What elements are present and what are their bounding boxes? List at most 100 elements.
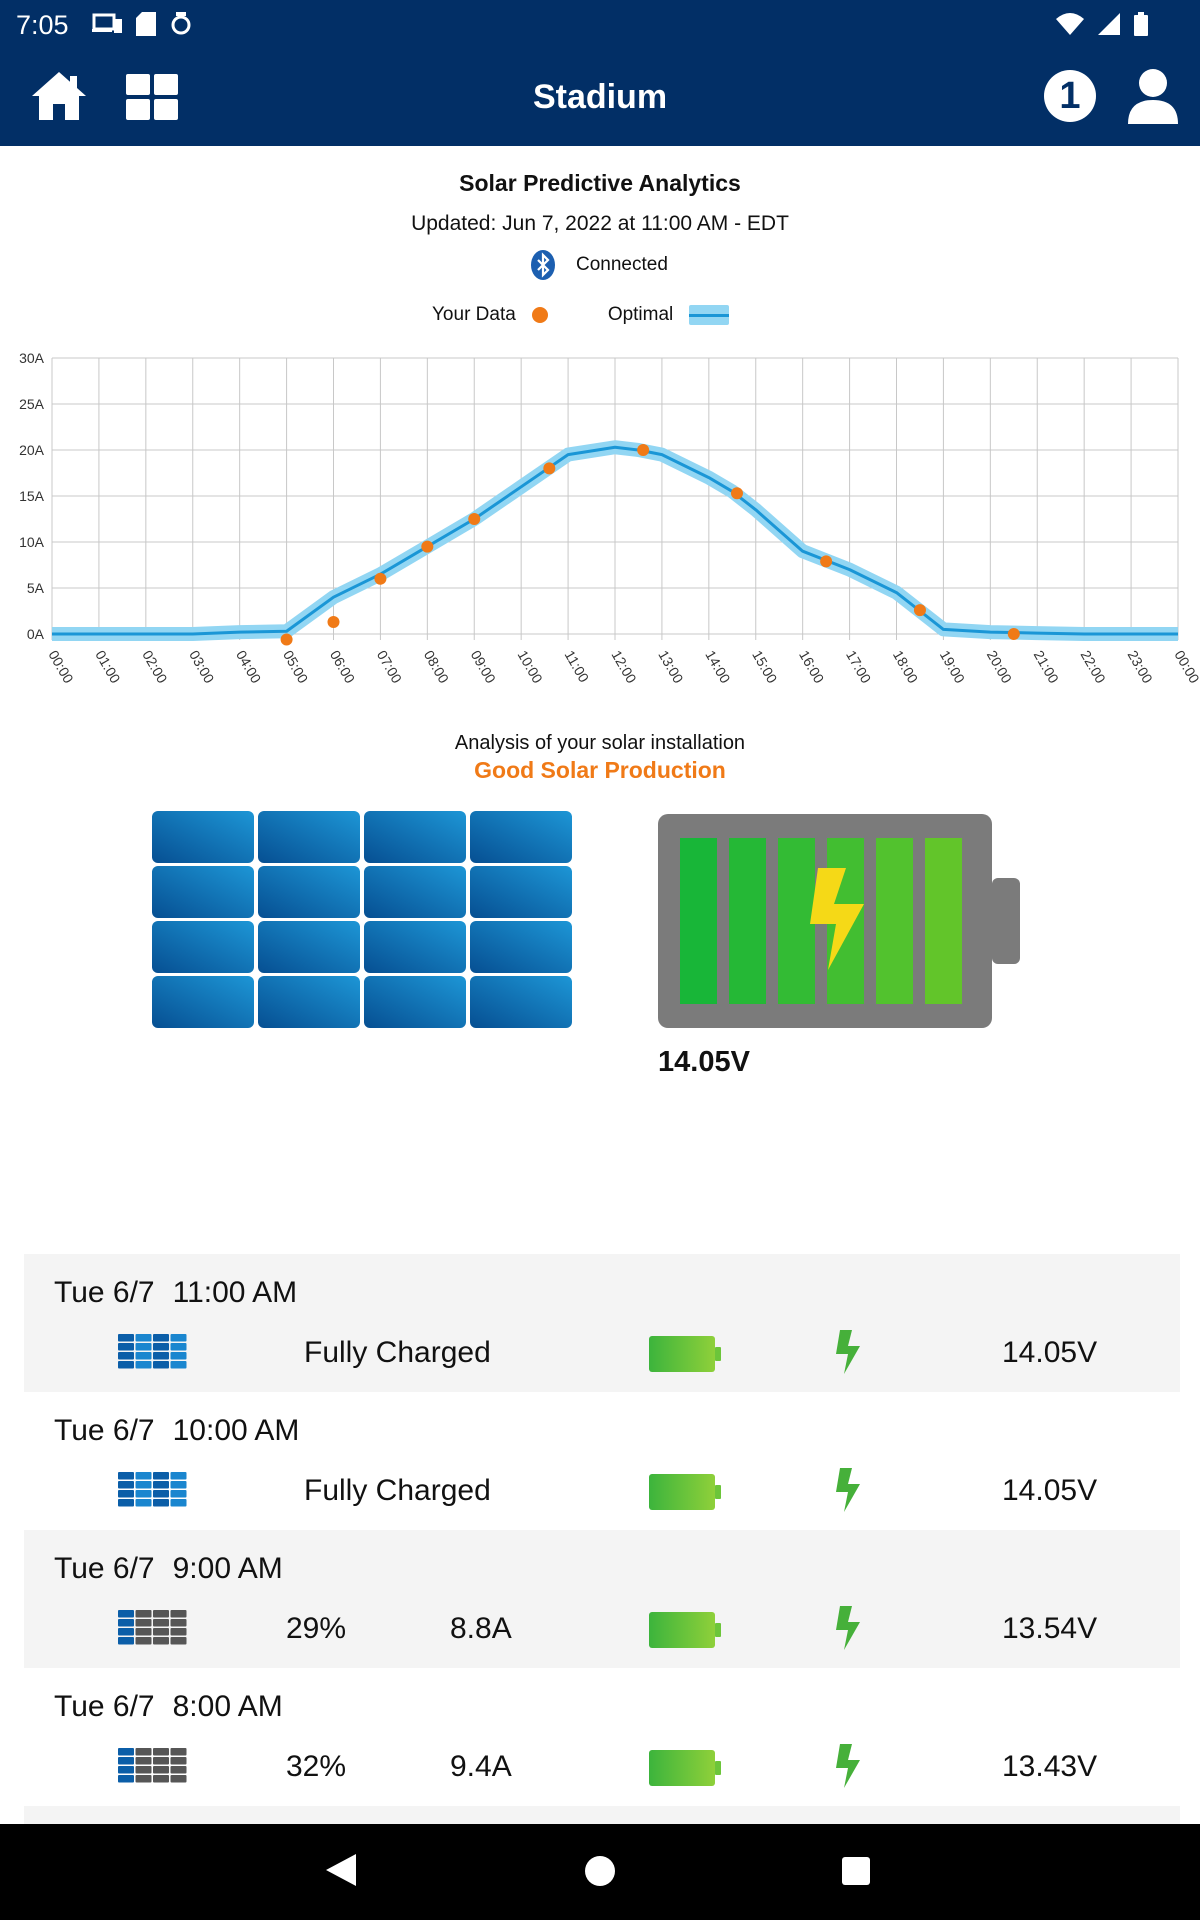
battery-voltage: 14.05V (658, 1046, 750, 1078)
current-amps: 8.8A (450, 1612, 512, 1645)
page-title: Stadium (532, 78, 668, 116)
x-tick-label: 16:00 (796, 648, 827, 687)
app-bar: Stadium 1 (0, 48, 1200, 146)
your-data-point (280, 633, 293, 646)
home-icon[interactable] (30, 70, 88, 122)
panel-cell (152, 976, 254, 1028)
battery-mini-icon (649, 1750, 721, 1786)
panel-cell (470, 921, 572, 973)
log-time: 9:00 AM (172, 1552, 283, 1585)
log-time: 11:00 AM (172, 1276, 298, 1309)
battery-mini-icon (649, 1612, 721, 1648)
log-time: 10:00 AM (172, 1414, 300, 1447)
charging-bolt-icon (836, 1468, 860, 1512)
x-tick-label: 05:00 (280, 648, 311, 687)
charge-status: Fully Charged (304, 1474, 491, 1507)
log-day: Tue 6/7 (54, 1276, 155, 1309)
x-tick-label: 07:00 (374, 648, 405, 687)
panel-cell (364, 921, 466, 973)
chart-legend: Your Data Optimal (432, 304, 730, 326)
app-notification-icon (171, 12, 191, 35)
x-tick-label: 09:00 (468, 648, 499, 687)
log-voltage: 13.54V (1002, 1612, 1098, 1645)
notification-badge-button[interactable]: 1 (1044, 70, 1096, 122)
charging-bolt-icon (836, 1606, 860, 1650)
legend-optimal-marker (689, 305, 730, 325)
log-date: Tue 6/7 9:00 AM (54, 1552, 283, 1586)
your-data-point (820, 555, 833, 568)
panel-cell (258, 921, 360, 973)
cell-signal-icon (1098, 13, 1120, 35)
solar-panel-mini-icon (118, 1334, 187, 1369)
status-bar: 7:05 (0, 0, 1200, 48)
x-tick-label: 22:00 (1078, 648, 1109, 687)
log-row[interactable]: Tue 6/7 9:00 AM 29% 8.8A 13.54V (24, 1530, 1180, 1668)
user-profile-icon[interactable] (1126, 68, 1180, 126)
x-tick-label: 14:00 (702, 648, 733, 687)
log-day: Tue 6/7 (54, 1414, 155, 1447)
panel-cell (364, 976, 466, 1028)
x-tick-label: 04:00 (233, 648, 264, 687)
log-day: Tue 6/7 (54, 1690, 155, 1723)
x-tick-label: 11:00 (561, 648, 592, 686)
updated-timestamp: Updated: Jun 7, 2022 at 11:00 AM - EDT (411, 212, 789, 235)
log-date: Tue 6/7 10:00 AM (54, 1414, 299, 1448)
x-tick-label: 08:00 (421, 648, 452, 687)
log-row[interactable]: Tue 6/7 11:00 AM Fully Charged 14.05V (24, 1254, 1180, 1392)
battery-cell (925, 838, 962, 1004)
dashboard-grid-icon[interactable] (126, 74, 178, 120)
log-time: 8:00 AM (172, 1690, 283, 1723)
production-percent: 29% (286, 1612, 347, 1645)
bluetooth-icon (531, 250, 555, 280)
battery-status-icon (1134, 12, 1148, 36)
x-tick-label: 21:00 (1031, 648, 1062, 687)
reading-log-list[interactable]: Tue 6/7 11:00 AM Fully Charged 14.05V Tue 6/… (24, 1254, 1180, 1826)
connection-status: Connected (530, 250, 668, 280)
panel-cell (470, 976, 572, 1028)
solar-panel-mini-icon (118, 1472, 187, 1507)
x-tick-label: 12:00 (608, 648, 639, 687)
sd-card-icon (136, 12, 156, 36)
panel-cell (258, 866, 360, 918)
analysis-status: Good Solar Production (474, 757, 726, 783)
x-tick-label: 00:00 (1171, 648, 1200, 687)
optimal-line (52, 445, 1178, 636)
legend-your-data-label: Your Data (432, 304, 516, 325)
x-tick-label: 17:00 (843, 648, 874, 687)
battery-cell (680, 838, 717, 1004)
your-data-point (913, 604, 926, 617)
panel-cell (152, 866, 254, 918)
y-tick-label: 25A (19, 396, 45, 412)
x-tick-label: 01:00 (92, 648, 123, 687)
panel-cell (470, 811, 572, 863)
log-row[interactable]: Tue 6/7 8:00 AM 32% 9.4A 13.43V (24, 1668, 1180, 1806)
x-tick-label: 02:00 (139, 648, 170, 687)
panel-cell (152, 811, 254, 863)
back-icon[interactable] (322, 1852, 358, 1888)
x-tick-label: 20:00 (984, 648, 1015, 687)
battery-mini-icon (649, 1474, 721, 1510)
charging-bolt-icon (836, 1744, 860, 1788)
panel-cell (470, 866, 572, 918)
analysis-label: Analysis of your solar installation (454, 732, 746, 754)
your-data-point (543, 462, 556, 475)
x-tick-label: 00:00 (45, 648, 76, 687)
home-nav-icon[interactable] (585, 1856, 615, 1886)
y-tick-label: 30A (19, 350, 45, 366)
log-row[interactable]: Tue 6/7 10:00 AM Fully Charged 14.05V (24, 1392, 1180, 1530)
panel-cell (152, 921, 254, 973)
system-nav-bar (0, 1824, 1200, 1920)
wifi-icon (1056, 13, 1084, 35)
your-data-point (374, 572, 387, 585)
x-tick-label: 18:00 (890, 648, 921, 687)
legend-optimal-label: Optimal (607, 304, 674, 325)
panel-cell (258, 811, 360, 863)
y-tick-label: 0A (27, 626, 45, 642)
recents-icon[interactable] (842, 1857, 870, 1885)
devices-icon (92, 13, 122, 33)
log-date: Tue 6/7 8:00 AM (54, 1690, 283, 1724)
battery-cell (778, 838, 815, 1004)
battery-mini-icon (649, 1336, 721, 1372)
y-tick-label: 10A (19, 534, 45, 550)
